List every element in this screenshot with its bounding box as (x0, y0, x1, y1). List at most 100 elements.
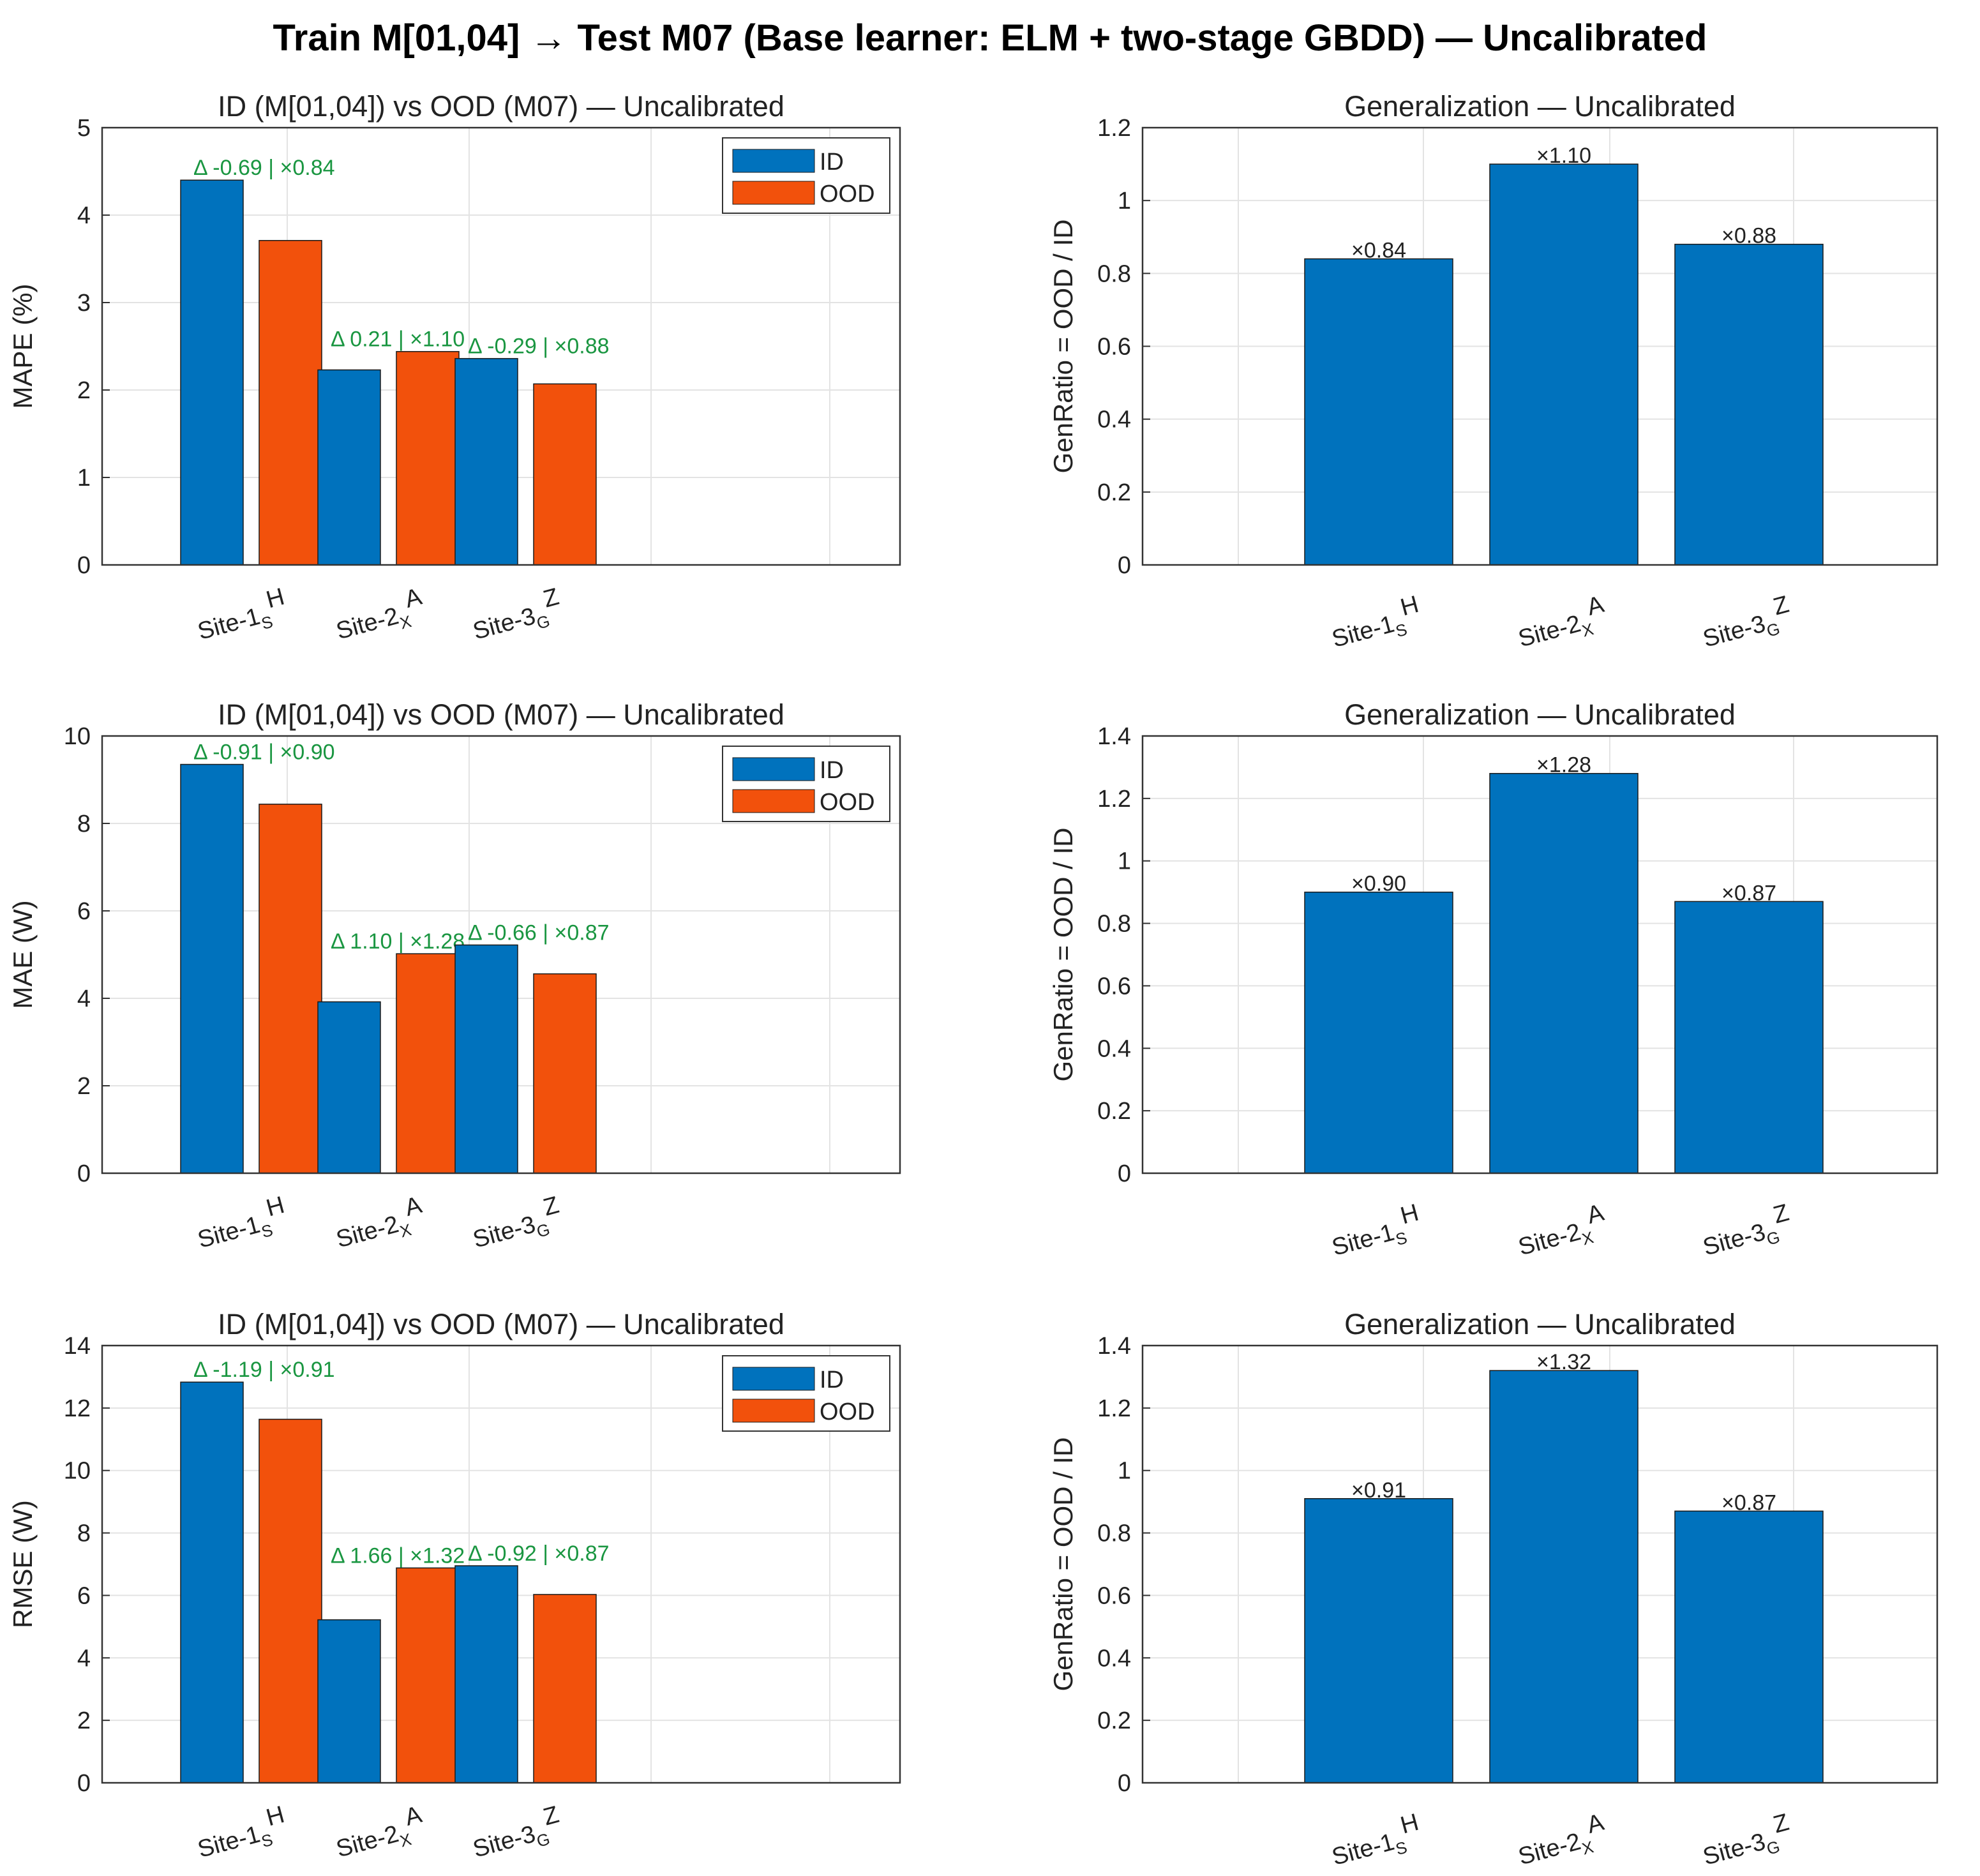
category-tick-label-1: Site-1SH (191, 1192, 292, 1258)
ratio-bar-1 (1304, 891, 1453, 1174)
panel-title: Generalization — Uncalibrated (1344, 1308, 1736, 1340)
bar-ood-3 (533, 383, 597, 566)
bar-ood-1 (259, 239, 322, 566)
y-tick-label: 14 (64, 1333, 91, 1360)
category-tick-label-3: Site-3GZ (467, 1192, 566, 1258)
metric-chart-2: 0 2 4 6 8 10 Δ -0.91 | ×0.90 Δ 1.10 | ×1.28 Δ -0… (8, 698, 901, 1258)
plot-border (1141, 735, 1939, 1174)
category-tick-label-2: Site-2XA (1512, 1809, 1612, 1875)
y-axis-label: RMSE (W) (8, 1500, 38, 1628)
category-tick-label-1: Site-1SH (1326, 591, 1426, 657)
ratio-bar-3 (1674, 243, 1824, 566)
category-tick-label-3: Site-3GZ (467, 583, 566, 650)
panel-title: Generalization — Uncalibrated (1344, 90, 1736, 123)
legend-label-id: ID (820, 1367, 844, 1393)
y-axis-label: MAE (W) (8, 900, 38, 1009)
y-tick-label: 6 (77, 898, 91, 925)
y-tick-label: 0.6 (1097, 334, 1131, 361)
ratio-annotation-1: ×0.90 (1351, 872, 1406, 896)
legend: ID OOD (722, 137, 890, 214)
y-tick-label: 4 (77, 202, 91, 229)
ratio-annotation-3: ×0.88 (1721, 224, 1776, 248)
legend-swatch-ood (732, 181, 815, 205)
y-tick-label: 4 (77, 986, 91, 1012)
ratio-annotation-1: ×0.91 (1351, 1478, 1406, 1503)
category-tick-label-1: Site-1SH (191, 1801, 292, 1868)
ratio-bar-1 (1304, 1498, 1453, 1783)
y-tick-label: 1 (77, 465, 91, 492)
delta-annotation-1: Δ -1.19 | ×0.91 (193, 1358, 335, 1382)
category-tick-label-2: Site-2XA (330, 583, 430, 650)
y-tick-label: 1.2 (1097, 1395, 1131, 1422)
ratio-bar-3 (1674, 901, 1824, 1174)
plot-border (1141, 1344, 1939, 1784)
plot-border (101, 126, 901, 566)
panel-title: ID (M[01,04]) vs OOD (M07) — Uncalibrate… (218, 1308, 784, 1340)
bar-id-2 (317, 1001, 381, 1174)
bar-id-3 (454, 1565, 518, 1783)
category-tick-label-3: Site-3GZ (1697, 591, 1796, 657)
delta-annotation-3: Δ -0.92 | ×0.87 (468, 1542, 610, 1566)
bar-ood-1 (259, 1418, 322, 1783)
category-tick-label-2: Site-2XA (1512, 1199, 1612, 1266)
legend-label-ood: OOD (820, 1399, 875, 1425)
y-tick-label: 0.2 (1097, 1707, 1131, 1734)
y-tick-label: 1 (1118, 1458, 1131, 1485)
y-tick-label: 0.4 (1097, 1645, 1131, 1672)
y-tick-label: 10 (64, 1458, 91, 1485)
y-tick-label: 1.4 (1097, 1333, 1131, 1360)
panel-title: ID (M[01,04]) vs OOD (M07) — Uncalibrate… (218, 698, 784, 731)
y-axis-label: MAPE (%) (8, 283, 38, 409)
ratio-bar-2 (1489, 1370, 1639, 1783)
bar-id-2 (317, 1619, 381, 1783)
y-tick-label: 3 (77, 290, 91, 317)
legend-label-id: ID (820, 149, 844, 176)
y-tick-label: 0.8 (1097, 260, 1131, 287)
y-tick-label: 0 (1118, 1770, 1131, 1797)
ratio-annotation-3: ×0.87 (1721, 881, 1776, 905)
delta-annotation-1: Δ -0.91 | ×0.90 (193, 740, 335, 765)
y-tick-label: 1.2 (1097, 115, 1131, 142)
metric-chart-3: 0 2 4 6 8 10 12 14 Δ -1.19 | ×0.91 Δ 1.66 | ×1.32… (8, 1308, 901, 1868)
legend-label-ood: OOD (820, 181, 875, 207)
y-tick-label: 2 (77, 377, 91, 404)
genratio-chart-3: 0 0.2 0.4 0.6 0.8 1 1.2 1.4 ×0.91 ×1.32 ×0.87 Site-… (1048, 1308, 1939, 1875)
y-tick-label: 0 (1118, 552, 1131, 579)
delta-annotation-2: Δ 0.21 | ×1.10 (331, 327, 465, 352)
y-tick-label: 10 (64, 723, 91, 750)
category-tick-label-2: Site-2XA (330, 1801, 430, 1868)
y-tick-label: 0 (77, 1160, 91, 1187)
y-tick-label: 2 (77, 1073, 91, 1100)
category-tick-label-2: Site-2XA (1512, 591, 1612, 657)
y-tick-label: 0.4 (1097, 1035, 1131, 1062)
ratio-annotation-1: ×0.84 (1351, 239, 1406, 263)
delta-annotation-1: Δ -0.69 | ×0.84 (193, 156, 335, 180)
bar-ood-3 (533, 973, 597, 1174)
y-tick-label: 1.2 (1097, 786, 1131, 813)
plot-border (1141, 126, 1939, 566)
y-tick-label: 0.2 (1097, 1098, 1131, 1125)
y-tick-label: 6 (77, 1582, 91, 1609)
ratio-annotation-2: ×1.32 (1536, 1350, 1591, 1374)
category-tick-label-1: Site-1SH (191, 583, 292, 650)
y-tick-label: 8 (77, 811, 91, 837)
bar-id-1 (180, 1381, 244, 1783)
y-tick-label: 2 (77, 1707, 91, 1734)
y-tick-label: 0.2 (1097, 479, 1131, 506)
bar-id-1 (180, 763, 244, 1174)
genratio-chart-1: 0 0.2 0.4 0.6 0.8 1 1.2 ×0.84 ×1.10 ×0.88 Site-1SH… (1048, 90, 1939, 657)
bar-id-2 (317, 369, 381, 566)
y-tick-label: 0 (77, 1770, 91, 1797)
category-tick-label-2: Site-2XA (330, 1192, 430, 1258)
y-tick-label: 0 (1118, 1160, 1131, 1187)
genratio-chart-2: 0 0.2 0.4 0.6 0.8 1 1.2 1.4 ×0.90 ×1.28 ×0.87 Site-… (1048, 698, 1939, 1266)
legend: ID OOD (722, 1355, 890, 1432)
category-tick-label-3: Site-3GZ (1697, 1809, 1796, 1875)
legend-swatch-ood (732, 1399, 815, 1423)
delta-annotation-3: Δ -0.29 | ×0.88 (468, 334, 610, 359)
y-tick-label: 0 (77, 552, 91, 579)
figure-title: Train M[01,04] → Test M07 (Base learner:… (273, 17, 1707, 59)
legend-swatch-id (732, 1367, 815, 1391)
legend-swatch-id (732, 757, 815, 781)
